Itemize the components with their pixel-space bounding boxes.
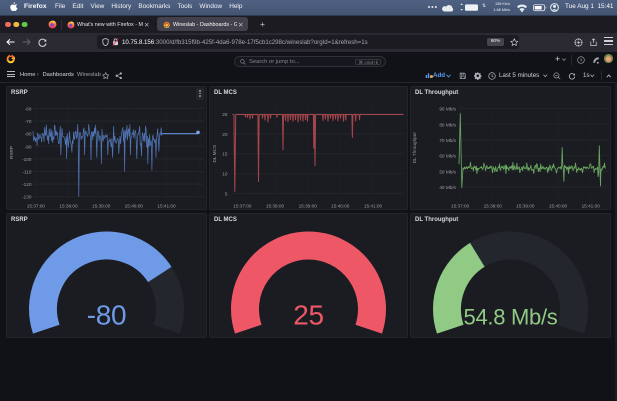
svg-text:5: 5 xyxy=(225,191,228,196)
svg-text:15:39:00: 15:39:00 xyxy=(92,203,111,208)
svg-text:10: 10 xyxy=(222,172,228,177)
svg-text:90 Mb/s: 90 Mb/s xyxy=(439,107,456,112)
svg-text:15:41:00: 15:41:00 xyxy=(364,203,383,208)
svg-text:-110: -110 xyxy=(22,170,31,175)
svg-text:-100: -100 xyxy=(22,157,32,162)
svg-text:-130: -130 xyxy=(22,195,32,200)
svg-text:-90: -90 xyxy=(25,144,32,149)
svg-text:-70: -70 xyxy=(25,119,32,124)
svg-text:15:39:00: 15:39:00 xyxy=(299,203,318,208)
svg-text:15:37:00: 15:37:00 xyxy=(27,203,46,208)
svg-text:50 Mb/s: 50 Mb/s xyxy=(439,169,456,174)
svg-text:20: 20 xyxy=(222,132,228,137)
svg-text:15:38:00: 15:38:00 xyxy=(266,203,285,208)
svg-text:25: 25 xyxy=(293,300,324,331)
svg-text:60 Mb/s: 60 Mb/s xyxy=(439,154,456,159)
svg-text:15:41:00: 15:41:00 xyxy=(582,203,601,208)
svg-text:15:40:00: 15:40:00 xyxy=(125,203,144,208)
svg-text:15:41:00: 15:41:00 xyxy=(157,203,176,208)
svg-text:-60: -60 xyxy=(25,107,32,112)
svg-text:DL MCS: DL MCS xyxy=(212,145,217,163)
svg-text:15:37:00: 15:37:00 xyxy=(233,203,252,208)
svg-text:15:39:00: 15:39:00 xyxy=(516,203,535,208)
svg-text:RSRP: RSRP xyxy=(9,146,14,159)
svg-text:15:40:00: 15:40:00 xyxy=(331,203,350,208)
svg-text:15: 15 xyxy=(222,152,228,157)
svg-text:15:40:00: 15:40:00 xyxy=(549,203,568,208)
svg-text:-120: -120 xyxy=(22,182,32,187)
svg-text:25: 25 xyxy=(222,112,228,117)
svg-text:54.8 Mb/s: 54.8 Mb/s xyxy=(464,305,558,330)
svg-text:-80: -80 xyxy=(25,132,32,137)
svg-text:15:38:00: 15:38:00 xyxy=(484,203,503,208)
svg-text:70 Mb/s: 70 Mb/s xyxy=(439,138,456,143)
svg-text:DL Throughput: DL Throughput xyxy=(412,132,417,164)
svg-text:15:37:00: 15:37:00 xyxy=(451,203,470,208)
svg-text:40 Mb/s: 40 Mb/s xyxy=(439,185,456,190)
svg-text:15:38:00: 15:38:00 xyxy=(59,203,78,208)
svg-text:80 Mb/s: 80 Mb/s xyxy=(439,122,456,127)
svg-text:-80: -80 xyxy=(87,300,127,331)
